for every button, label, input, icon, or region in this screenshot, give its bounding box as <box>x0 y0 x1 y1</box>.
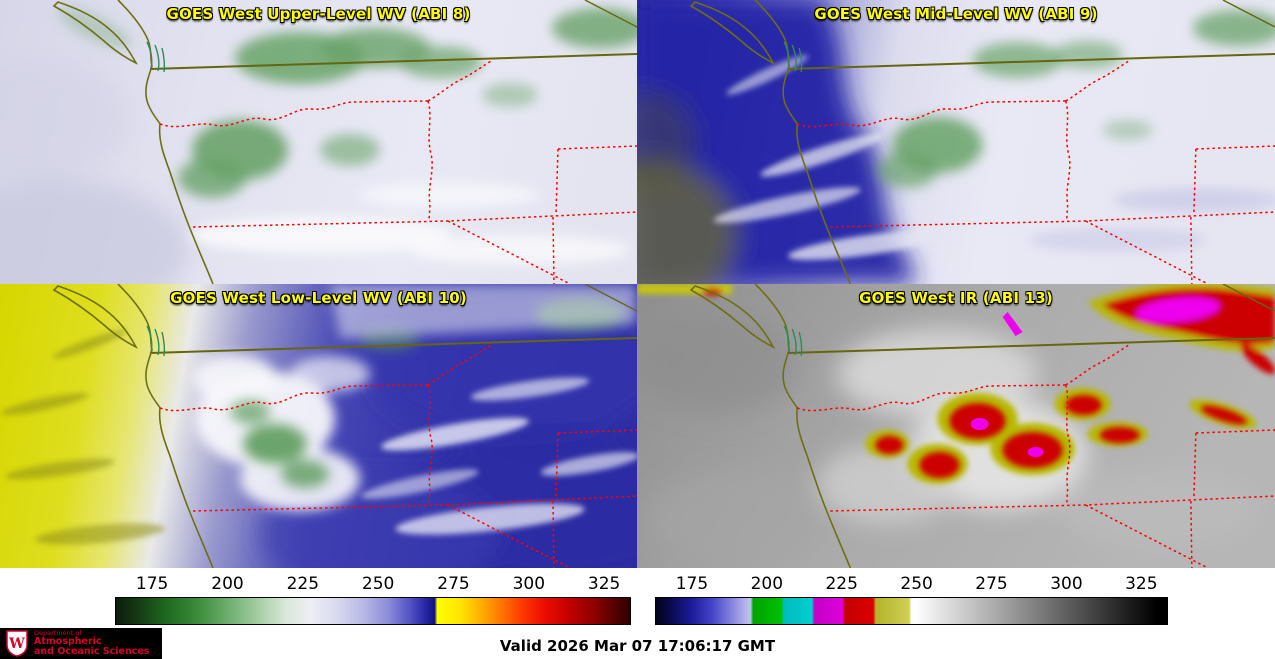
colorbar-tick: 225 <box>286 574 320 594</box>
colorbar-tick: 275 <box>437 574 470 594</box>
panel-mid-wv: GOES West Mid-Level WV (ABI 9) <box>637 0 1275 284</box>
satellite-image-abi13 <box>637 284 1275 568</box>
panel-low-wv: GOES West Low-Level WV (ABI 10) <box>0 284 637 568</box>
svg-text:W: W <box>8 636 25 652</box>
colorbar-tick: 275 <box>975 574 1008 594</box>
colorbar-tick: 200 <box>211 574 244 594</box>
satellite-image-abi9 <box>637 0 1275 284</box>
colorbar-wv: 175 200 225 250 275 300 325 <box>115 571 631 625</box>
satellite-image-abi8 <box>0 0 637 284</box>
uw-crest-icon: W <box>6 630 28 657</box>
colorbar-tick: 250 <box>361 574 395 594</box>
colorbar-tick: 250 <box>900 574 933 594</box>
colorbar-tick: 325 <box>587 574 621 594</box>
colorbar-tick: 175 <box>675 574 709 594</box>
panel-grid: GOES West Upper-Level WV (ABI 8) <box>0 0 1275 568</box>
colorbar-wv-ticks: 175 200 225 250 275 300 325 <box>115 571 631 597</box>
panel-ir: GOES West IR (ABI 13) <box>637 284 1275 568</box>
colorbar-wv-gradient <box>115 597 631 625</box>
panel-upper-wv: GOES West Upper-Level WV (ABI 8) <box>0 0 637 284</box>
valid-time: Valid 2026 Mar 07 17:06:17 GMT <box>499 637 776 655</box>
colorbar-tick: 325 <box>1125 574 1158 594</box>
colorbar-tick: 300 <box>512 574 546 594</box>
logo-dept-line: and Oceanic Sciences <box>34 646 150 658</box>
footer: 175 200 225 250 275 300 325 175 200 225 … <box>0 568 1275 659</box>
colorbar-tick: 225 <box>825 574 858 594</box>
colorbar-tick: 200 <box>750 574 784 594</box>
logo-dept-line: Atmospheric <box>34 635 102 647</box>
logo-text: Department of Atmospheric and Oceanic Sc… <box>34 628 150 658</box>
colorbar-ir-ticks: 175 200 225 250 275 300 325 <box>655 571 1168 597</box>
colorbar-ir-gradient <box>655 597 1168 625</box>
satellite-image-abi10 <box>0 284 637 568</box>
logo-dept-line: Department of <box>34 628 82 637</box>
colorbar-tick: 300 <box>1050 574 1083 594</box>
colorbar-ir: 175 200 225 250 275 300 325 <box>655 571 1168 625</box>
uw-aos-logo: W Department of Atmospheric and Oceanic … <box>0 628 162 659</box>
colorbar-tick: 175 <box>135 574 169 594</box>
